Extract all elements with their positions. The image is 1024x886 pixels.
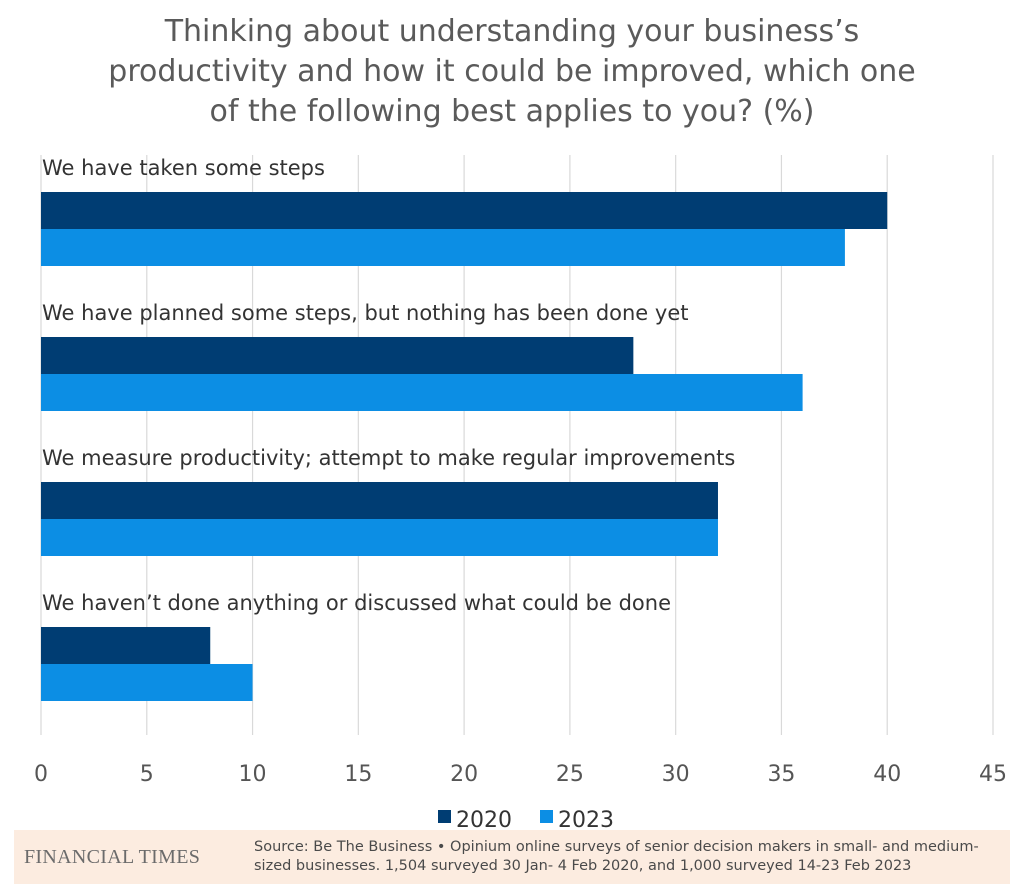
- x-tick-label: 10: [239, 762, 267, 787]
- x-tick-label: 40: [873, 762, 901, 787]
- chart-title: Thinking about understanding your busine…: [60, 12, 964, 132]
- x-tick-label: 15: [344, 762, 372, 787]
- chart-title-line: Thinking about understanding your busine…: [164, 14, 860, 49]
- bar-2020: [41, 192, 888, 229]
- legend-label: 2023: [558, 808, 614, 830]
- x-tick-label: 0: [34, 762, 48, 787]
- legend-swatch: [540, 810, 553, 823]
- legend-label: 2020: [456, 808, 512, 830]
- category-label: We have taken some steps: [42, 156, 325, 180]
- bar-2023: [41, 374, 803, 411]
- bar-2023: [41, 229, 845, 266]
- x-tick-label: 30: [662, 762, 690, 787]
- x-axis-tick-labels: 0 5 10 15 20 25 30 35 40 45: [34, 762, 1007, 787]
- source-line: sized businesses. 1,504 surveyed 30 Jan-…: [254, 858, 912, 874]
- x-tick-label: 20: [450, 762, 478, 787]
- chart-title-line: productivity and how it could be improve…: [108, 54, 916, 89]
- bars-group: [41, 192, 888, 701]
- category-labels: We have taken some steps We have planned …: [42, 156, 735, 615]
- category-label: We haven’t done anything or discussed wh…: [42, 591, 671, 615]
- bar-chart: We have taken some steps We have planned …: [34, 155, 1007, 830]
- category-label: We have planned some steps, but nothing …: [42, 301, 688, 325]
- legend-swatch: [438, 810, 451, 823]
- legend: 2020 2023: [438, 808, 614, 830]
- source-line: Source: Be The Business • Opinium online…: [254, 839, 979, 855]
- x-tick-label: 25: [556, 762, 584, 787]
- footer: FINANCIAL TIMES Source: Be The Business …: [14, 830, 1010, 884]
- bar-2020: [41, 482, 718, 519]
- bar-2023: [41, 519, 718, 556]
- ft-logo: FINANCIAL TIMES: [24, 846, 201, 868]
- x-tick-label: 5: [140, 762, 154, 787]
- bar-2023: [41, 664, 253, 701]
- chart-title-line: of the following best applies to you? (%…: [209, 94, 815, 129]
- bar-2020: [41, 337, 634, 374]
- x-tick-label: 35: [767, 762, 795, 787]
- source-note: Source: Be The Business • Opinium online…: [254, 838, 1004, 876]
- x-tick-label: 45: [979, 762, 1007, 787]
- category-label: We measure productivity; attempt to make…: [42, 446, 735, 470]
- bar-2020: [41, 627, 211, 664]
